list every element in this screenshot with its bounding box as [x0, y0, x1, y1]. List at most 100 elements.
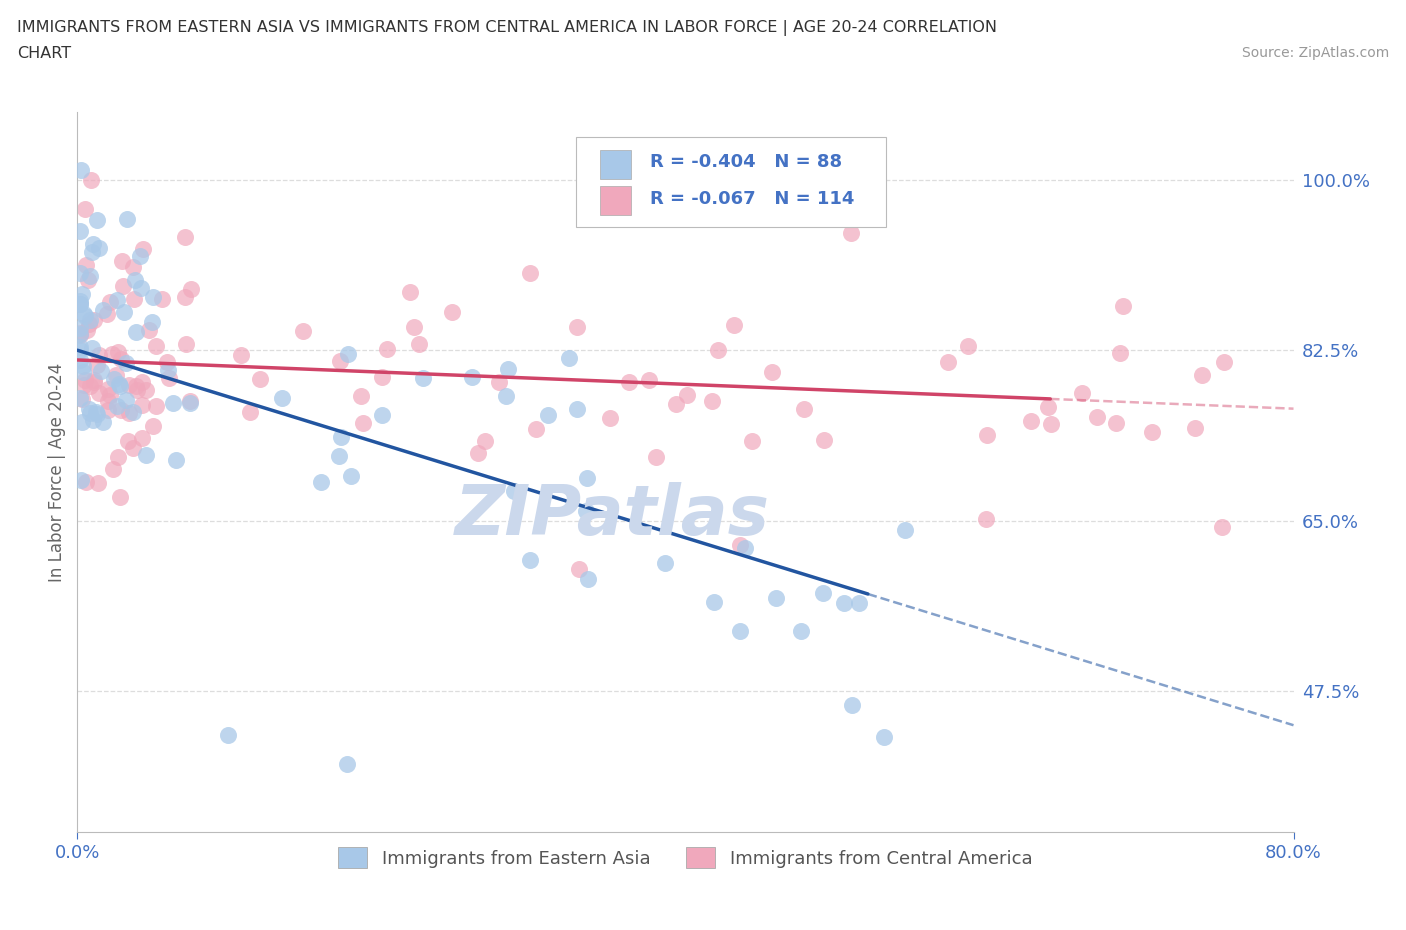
- Point: [568, 562, 591, 577]
- Point: [122, 259, 145, 274]
- Point: [138, 323, 160, 338]
- Point: [132, 242, 155, 257]
- Bar: [600, 186, 631, 215]
- Point: [350, 389, 373, 404]
- Point: [707, 342, 730, 357]
- Point: [83, 372, 105, 387]
- Point: [90, 364, 112, 379]
- Point: [108, 490, 131, 505]
- Point: [873, 729, 896, 744]
- Point: [174, 337, 197, 352]
- Point: [336, 346, 359, 361]
- Point: [645, 450, 668, 465]
- Point: [69, 326, 91, 340]
- Point: [790, 623, 813, 638]
- Point: [496, 362, 519, 377]
- Point: [69, 294, 91, 309]
- Point: [1108, 346, 1130, 361]
- Point: [239, 405, 262, 419]
- Point: [86, 212, 108, 227]
- Point: [1211, 519, 1233, 534]
- Point: [107, 344, 129, 359]
- Point: [87, 475, 110, 490]
- Point: [93, 415, 115, 430]
- Point: [76, 272, 98, 287]
- Text: IMMIGRANTS FROM EASTERN ASIA VS IMMIGRANTS FROM CENTRAL AMERICA IN LABOR FORCE |: IMMIGRANTS FROM EASTERN ASIA VS IMMIGRAN…: [17, 20, 997, 36]
- Point: [122, 405, 145, 419]
- Point: [938, 354, 960, 369]
- Point: [617, 375, 640, 390]
- Point: [91, 303, 114, 318]
- Point: [1019, 413, 1042, 428]
- Point: [1111, 299, 1133, 313]
- Point: [97, 393, 120, 408]
- Point: [974, 512, 997, 526]
- Point: [229, 347, 252, 362]
- Point: [82, 245, 104, 259]
- Point: [558, 351, 581, 365]
- Point: [69, 327, 91, 342]
- Point: [309, 474, 332, 489]
- Point: [101, 461, 124, 476]
- Point: [848, 595, 870, 610]
- Point: [103, 371, 125, 386]
- Point: [69, 391, 91, 405]
- Point: [141, 314, 163, 329]
- Point: [83, 375, 105, 390]
- Point: [537, 408, 560, 423]
- Point: [467, 445, 489, 460]
- Text: CHART: CHART: [17, 46, 70, 61]
- Point: [575, 504, 598, 519]
- Point: [524, 421, 547, 436]
- Point: [97, 381, 120, 396]
- Point: [73, 307, 96, 322]
- Point: [108, 379, 131, 393]
- Point: [162, 396, 184, 411]
- Point: [728, 538, 751, 552]
- Point: [114, 355, 136, 370]
- Point: [108, 377, 131, 392]
- Point: [69, 339, 91, 354]
- Point: [375, 341, 398, 356]
- Point: [165, 453, 187, 468]
- Point: [398, 285, 420, 299]
- Point: [112, 278, 135, 293]
- Point: [495, 389, 517, 404]
- Point: [174, 289, 197, 304]
- Point: [157, 363, 180, 378]
- Point: [86, 406, 108, 421]
- Point: [503, 484, 526, 498]
- Point: [73, 378, 96, 392]
- Point: [69, 342, 91, 357]
- Point: [129, 281, 152, 296]
- Point: [474, 433, 496, 448]
- Point: [79, 312, 101, 327]
- Point: [793, 401, 815, 416]
- Point: [700, 393, 723, 408]
- Point: [72, 365, 94, 379]
- Point: [112, 304, 135, 319]
- Point: [89, 385, 111, 400]
- Point: [69, 163, 91, 178]
- Legend: Immigrants from Eastern Asia, Immigrants from Central America: Immigrants from Eastern Asia, Immigrants…: [332, 840, 1039, 875]
- Point: [329, 353, 352, 368]
- Point: [79, 379, 101, 393]
- Point: [72, 414, 94, 429]
- Point: [575, 471, 598, 485]
- Point: [124, 272, 146, 287]
- Point: [69, 224, 91, 239]
- Point: [75, 474, 97, 489]
- Point: [841, 698, 863, 712]
- Point: [408, 337, 430, 352]
- Point: [412, 371, 434, 386]
- Point: [728, 623, 751, 638]
- Y-axis label: In Labor Force | Age 20-24: In Labor Force | Age 20-24: [48, 363, 66, 581]
- Point: [125, 325, 148, 339]
- Point: [638, 372, 661, 387]
- Point: [723, 318, 745, 333]
- FancyBboxPatch shape: [576, 137, 886, 227]
- Point: [69, 266, 91, 281]
- Text: R = -0.067   N = 114: R = -0.067 N = 114: [650, 191, 855, 208]
- Point: [654, 555, 676, 570]
- Point: [173, 230, 195, 245]
